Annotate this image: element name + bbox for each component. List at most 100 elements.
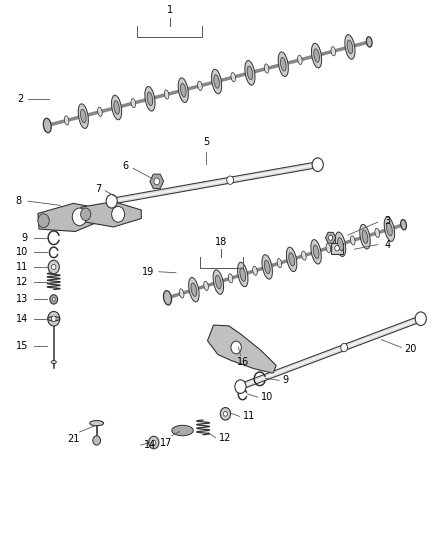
Ellipse shape	[198, 81, 202, 91]
Ellipse shape	[386, 222, 392, 236]
Circle shape	[246, 392, 247, 393]
Ellipse shape	[384, 217, 395, 241]
Circle shape	[227, 176, 233, 184]
Ellipse shape	[147, 92, 153, 106]
Text: 16: 16	[237, 358, 249, 367]
Circle shape	[152, 440, 156, 445]
Circle shape	[231, 341, 241, 354]
Text: 12: 12	[16, 277, 28, 287]
Circle shape	[415, 312, 426, 326]
Circle shape	[312, 158, 323, 172]
Ellipse shape	[231, 72, 236, 82]
Ellipse shape	[214, 75, 219, 88]
Ellipse shape	[331, 46, 336, 56]
Polygon shape	[38, 204, 106, 231]
Ellipse shape	[313, 245, 319, 259]
Text: 12: 12	[219, 433, 231, 443]
Ellipse shape	[51, 360, 57, 364]
Ellipse shape	[362, 230, 368, 244]
Ellipse shape	[302, 251, 306, 260]
Ellipse shape	[347, 40, 353, 54]
Ellipse shape	[180, 83, 186, 97]
Ellipse shape	[311, 43, 321, 68]
FancyBboxPatch shape	[331, 243, 343, 254]
Ellipse shape	[345, 35, 355, 59]
Ellipse shape	[48, 317, 60, 321]
Polygon shape	[150, 174, 164, 189]
Text: 13: 13	[16, 294, 28, 304]
Ellipse shape	[112, 95, 122, 120]
Circle shape	[48, 311, 60, 326]
Circle shape	[235, 380, 246, 393]
Ellipse shape	[131, 99, 135, 108]
Ellipse shape	[204, 281, 208, 290]
Ellipse shape	[366, 37, 372, 47]
Text: 1: 1	[166, 5, 173, 15]
Text: 3: 3	[384, 215, 390, 225]
Ellipse shape	[401, 220, 406, 230]
Text: 9: 9	[22, 233, 28, 243]
Circle shape	[246, 395, 247, 397]
Ellipse shape	[289, 253, 294, 266]
Ellipse shape	[78, 104, 88, 128]
Ellipse shape	[240, 268, 246, 281]
Circle shape	[154, 178, 159, 185]
Circle shape	[81, 208, 91, 221]
Text: 11: 11	[243, 411, 255, 422]
Ellipse shape	[164, 90, 169, 99]
Ellipse shape	[245, 61, 255, 85]
Circle shape	[38, 214, 49, 228]
Text: 14: 14	[16, 314, 28, 324]
Text: 8: 8	[15, 196, 21, 206]
Ellipse shape	[189, 278, 199, 302]
Ellipse shape	[180, 289, 184, 298]
Circle shape	[52, 297, 55, 301]
Circle shape	[106, 195, 117, 208]
Circle shape	[341, 343, 348, 352]
Ellipse shape	[64, 116, 69, 125]
Circle shape	[52, 264, 56, 270]
Text: 21: 21	[67, 434, 79, 443]
Circle shape	[223, 411, 227, 416]
Ellipse shape	[213, 270, 223, 294]
Ellipse shape	[163, 290, 172, 305]
Circle shape	[72, 208, 87, 225]
Text: 10: 10	[16, 247, 28, 257]
Text: 10: 10	[261, 392, 273, 402]
Ellipse shape	[90, 421, 103, 426]
Ellipse shape	[247, 66, 253, 79]
Circle shape	[58, 239, 60, 241]
Ellipse shape	[98, 107, 102, 116]
Ellipse shape	[338, 238, 343, 251]
Ellipse shape	[145, 86, 155, 111]
Ellipse shape	[326, 244, 331, 253]
Ellipse shape	[286, 247, 297, 272]
Ellipse shape	[280, 58, 286, 71]
Ellipse shape	[278, 52, 288, 77]
Text: 17: 17	[160, 438, 173, 448]
Text: 5: 5	[203, 138, 209, 148]
Polygon shape	[172, 425, 193, 436]
Circle shape	[48, 260, 59, 274]
Text: 7: 7	[95, 184, 101, 194]
Ellipse shape	[114, 101, 120, 114]
Ellipse shape	[277, 259, 282, 268]
Ellipse shape	[237, 262, 248, 287]
Polygon shape	[208, 325, 276, 373]
Ellipse shape	[215, 276, 221, 289]
Ellipse shape	[350, 236, 355, 245]
Ellipse shape	[314, 49, 319, 62]
Circle shape	[57, 250, 58, 251]
Ellipse shape	[228, 274, 233, 283]
Ellipse shape	[265, 64, 269, 73]
Ellipse shape	[253, 266, 257, 276]
Circle shape	[57, 254, 58, 255]
Ellipse shape	[375, 228, 379, 238]
Circle shape	[93, 436, 101, 445]
Circle shape	[335, 246, 339, 251]
Text: 6: 6	[123, 161, 129, 171]
Circle shape	[58, 235, 60, 236]
Text: 14: 14	[144, 440, 156, 450]
Text: 11: 11	[16, 262, 28, 272]
Text: 20: 20	[404, 344, 417, 354]
